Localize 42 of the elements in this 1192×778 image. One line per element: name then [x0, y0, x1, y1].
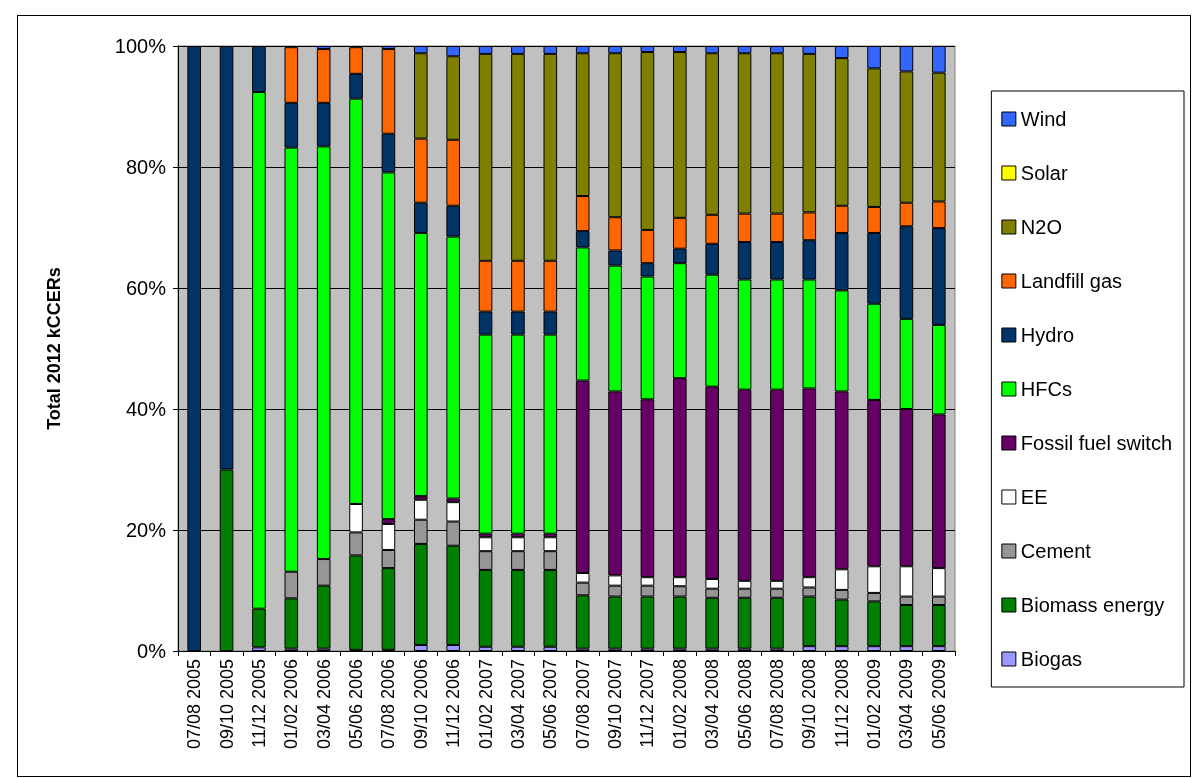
x-tick-label: 09/10 2005	[216, 659, 237, 750]
y-tick-label: 40%	[125, 398, 167, 420]
legend-label: Wind	[1020, 108, 1067, 130]
x-tick-label: 11/12 2006	[443, 659, 464, 748]
legend-label: Biogas	[1020, 648, 1082, 670]
y-tick-label: 0%	[137, 640, 167, 662]
legend-label: HFCs	[1020, 378, 1072, 400]
legend-label: Cement	[1020, 540, 1092, 562]
x-tick-label: 03/04 2009	[896, 659, 917, 750]
x-tick-label: 05/06 2007	[540, 659, 561, 750]
x-tick-label: 03/04 2007	[507, 659, 528, 750]
x-tick-label: 11/12 2005	[248, 659, 269, 748]
legend-label: Landfill gas	[1020, 270, 1123, 292]
x-tick-label: 05/06 2008	[734, 659, 755, 750]
x-tick-label: 07/08 2006	[378, 659, 399, 750]
x-tick-label: 05/06 2006	[346, 659, 367, 750]
x-tick-label: 01/02 2008	[669, 659, 690, 750]
x-tick-label: 03/04 2006	[313, 659, 334, 750]
x-tick-label: 09/10 2007	[605, 659, 626, 750]
x-tick-label: 03/04 2008	[702, 659, 723, 750]
x-tick-label: 01/02 2006	[281, 659, 302, 750]
x-tick-label: 11/12 2007	[637, 659, 658, 748]
legend-label: Fossil fuel switch	[1020, 432, 1172, 454]
legend-label: Biomass energy	[1020, 594, 1165, 616]
x-tick-label: 01/02 2007	[475, 659, 496, 750]
y-axis-title: Total 2012 kCCERs	[44, 267, 64, 430]
x-tick-label: 09/10 2008	[799, 659, 820, 750]
x-tick-label: 07/08 2008	[766, 659, 787, 750]
x-tick-label: 05/06 2009	[928, 659, 949, 750]
x-tick-label: 09/10 2006	[410, 659, 431, 750]
x-tick-label: 07/08 2007	[572, 659, 593, 750]
x-tick-label: 07/08 2005	[184, 659, 205, 750]
y-tick-label: 20%	[125, 519, 167, 541]
x-tick-label: 01/02 2009	[864, 659, 885, 750]
y-tick-label: 100%	[114, 35, 167, 57]
y-tick-label: 80%	[125, 156, 167, 178]
legend-label: Solar	[1020, 162, 1068, 184]
legend-label: N2O	[1020, 216, 1062, 238]
x-tick-label: 11/12 2008	[831, 659, 852, 748]
legend-label: EE	[1020, 486, 1048, 508]
legend-label: Hydro	[1020, 324, 1075, 346]
y-tick-label: 60%	[125, 277, 167, 299]
